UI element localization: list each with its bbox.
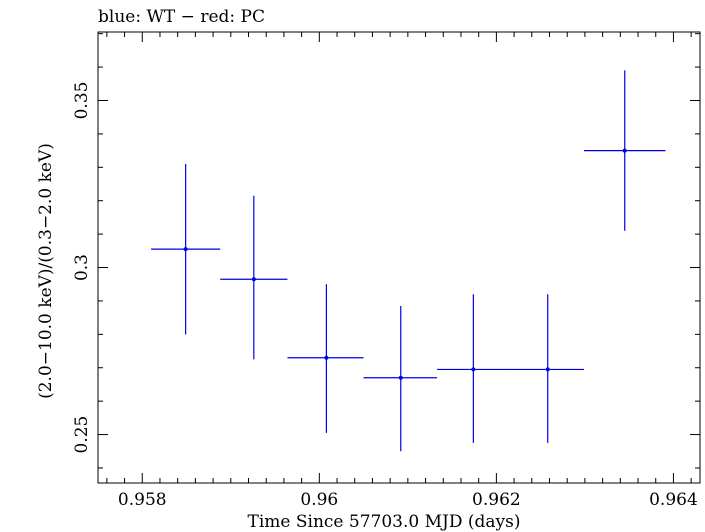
x-tick-label: 0.964 [649,490,698,510]
data-marker [398,375,403,380]
x-tick-label: 0.962 [472,490,521,510]
data-marker [251,277,256,282]
data-point [220,195,288,360]
x-tick-label: 0.96 [300,490,338,510]
x-axis: 0.958 0.96 0.962 0.964 [106,32,698,510]
y-tick-label: 0.3 [72,254,92,281]
y-axis: 0.25 0.3 0.35 [72,33,700,469]
data-point [151,163,221,335]
data-marker [622,148,627,153]
data-point [287,284,364,433]
data-point [584,70,666,231]
chart-title: blue: WT − red: PC [98,7,265,27]
data-point [510,294,585,443]
y-tick-label: 0.25 [72,416,92,454]
y-axis-label: (2.0−10.0 keV)/(0.3−2.0 keV) [36,143,56,399]
data-point [437,294,511,443]
data-marker [471,367,476,372]
data-marker [324,355,329,360]
data-marker [183,247,188,252]
x-axis-label: Time Since 57703.0 MJD (days) [248,512,521,532]
plot-frame [97,31,701,484]
data-marker [545,367,550,372]
data-series [151,70,666,452]
data-point [363,305,438,452]
x-tick-label: 0.958 [118,490,167,510]
y-tick-label: 0.35 [72,82,92,120]
